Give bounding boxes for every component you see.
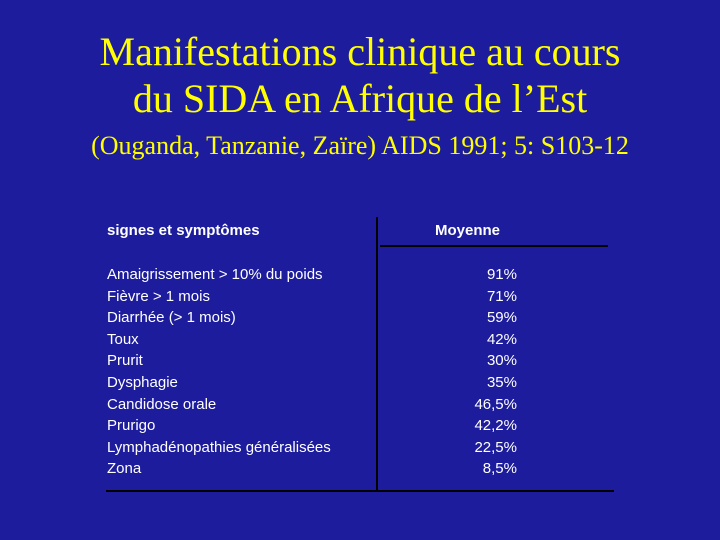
- table-row: Amaigrissement > 10% du poids 91%: [107, 264, 607, 286]
- table-row: Dysphagie 35%: [107, 372, 607, 394]
- symptom-value: 35%: [486, 373, 517, 391]
- symptom-label: Lymphadénopathies généralisées: [107, 438, 331, 456]
- column-header-symptoms: signes et symptômes: [107, 222, 260, 239]
- title-line-2: du SIDA en Afrique de l’Est: [132, 76, 588, 121]
- symptom-value: 91%: [486, 266, 517, 283]
- table-row: Toux 42%: [107, 329, 607, 351]
- symptom-label: Toux: [107, 330, 139, 348]
- symptom-value: 22,5%: [474, 438, 517, 456]
- column-divider: [376, 217, 378, 492]
- symptom-value: 46,5%: [474, 395, 517, 413]
- symptom-value: 71%: [486, 287, 517, 305]
- header-rule: [380, 245, 608, 247]
- symptom-label: Amaigrissement > 10% du poids: [107, 266, 323, 283]
- table-row: Zona 8,5%: [107, 458, 607, 480]
- column-header-average: Moyenne: [435, 222, 501, 239]
- symptom-label: Fièvre > 1 mois: [107, 287, 210, 305]
- table-row: Prurit 30%: [107, 350, 607, 372]
- symptom-label: Zona: [107, 460, 142, 478]
- symptom-value: 42%: [486, 330, 517, 348]
- symptom-label: Diarrhée (> 1 mois): [107, 309, 236, 327]
- slide-subtitle: (Ouganda, Tanzanie, Zaïre) AIDS 1991; 5:…: [91, 131, 629, 160]
- symptom-label: Prurigo: [107, 417, 156, 435]
- symptom-value: 8,5%: [482, 460, 517, 478]
- title-line-1: Manifestations clinique au cours: [99, 29, 621, 74]
- symptom-label: Candidose orale: [107, 395, 217, 413]
- table-row: Candidose orale 46,5%: [107, 394, 607, 416]
- slide-title: Manifestations clinique au cours du SIDA…: [0, 28, 720, 122]
- table-row: Diarrhée (> 1 mois) 59%: [107, 307, 607, 329]
- symptom-label: Prurit: [107, 352, 143, 370]
- symptom-value: 42,2%: [474, 417, 517, 435]
- symptom-table: Amaigrissement > 10% du poids 91% Fièvre…: [107, 264, 607, 480]
- table-bottom-rule: [106, 490, 614, 492]
- table-row: Lymphadénopathies généralisées 22,5%: [107, 437, 607, 459]
- table-row: Fièvre > 1 mois 71%: [107, 286, 607, 308]
- symptom-value: 59%: [486, 309, 517, 327]
- symptom-value: 30%: [486, 352, 517, 370]
- symptom-label: Dysphagie: [107, 373, 178, 391]
- table-row: Prurigo 42,2%: [107, 415, 607, 437]
